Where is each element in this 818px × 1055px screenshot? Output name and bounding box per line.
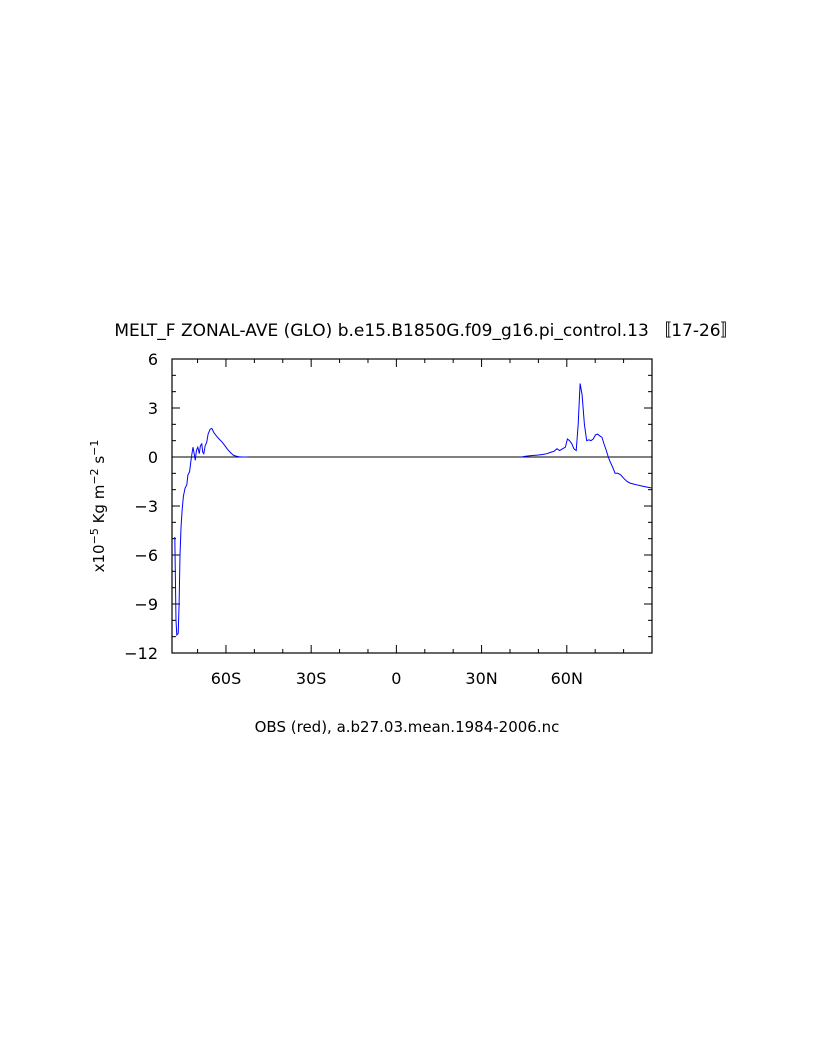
y-axis-label-exp: −5 — [88, 528, 101, 544]
y-axis-label-prefix: x10 — [90, 544, 108, 572]
ticks — [172, 358, 652, 654]
y-tick-label: −12 — [124, 644, 158, 663]
y-axis-label-units-a: Kg m — [90, 485, 108, 529]
y-axis-label-exp-m: −2 — [88, 468, 101, 484]
chart-title: MELT_F ZONAL-AVE (GLO) b.e15.B1850G.f09_… — [114, 321, 737, 341]
y-tick-label: 6 — [148, 350, 158, 369]
plot-area: 6 3 0 −3 −6 −9 −12 60S 30S 0 30N 60N — [124, 350, 653, 688]
y-tick-label: −9 — [134, 595, 158, 614]
tick-labels: 6 3 0 −3 −6 −9 −12 60S 30S 0 30N 60N — [124, 350, 583, 688]
series-line — [174, 383, 653, 637]
y-tick-label: −6 — [134, 546, 158, 565]
y-tick-label: 3 — [148, 399, 158, 418]
x-tick-label: 60N — [551, 669, 583, 688]
plot-frame — [171, 358, 653, 654]
y-axis-label: x10−5 Kg m−2 s−1 — [88, 440, 108, 573]
x-tick-label: 60S — [211, 669, 242, 688]
x-axis-label: OBS (red), a.b27.03.mean.1984-2006.nc — [255, 718, 560, 736]
y-axis-label-units-b: s — [90, 456, 108, 469]
x-tick-label: 30S — [296, 669, 327, 688]
x-tick-label: 0 — [391, 669, 401, 688]
y-axis-label-exp-s: −1 — [88, 440, 101, 456]
y-tick-label: −3 — [134, 497, 158, 516]
y-tick-label: 0 — [148, 448, 158, 467]
x-tick-label: 30N — [465, 669, 497, 688]
